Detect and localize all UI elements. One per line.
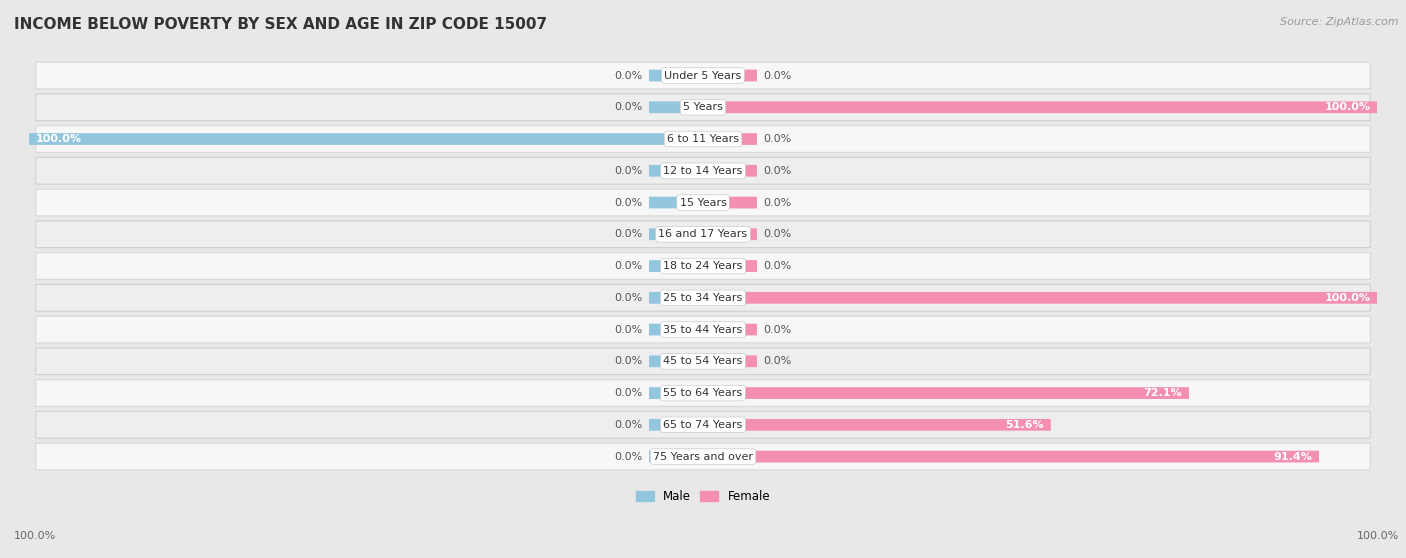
Text: 6 to 11 Years: 6 to 11 Years xyxy=(666,134,740,144)
FancyBboxPatch shape xyxy=(650,451,703,463)
FancyBboxPatch shape xyxy=(703,324,756,335)
FancyBboxPatch shape xyxy=(35,411,1371,438)
FancyBboxPatch shape xyxy=(703,133,756,145)
Text: 100.0%: 100.0% xyxy=(1324,293,1371,303)
FancyBboxPatch shape xyxy=(30,133,703,145)
Text: 0.0%: 0.0% xyxy=(614,325,643,335)
Text: 0.0%: 0.0% xyxy=(763,166,792,176)
Text: 55 to 64 Years: 55 to 64 Years xyxy=(664,388,742,398)
FancyBboxPatch shape xyxy=(703,70,756,81)
FancyBboxPatch shape xyxy=(650,196,703,208)
Text: Under 5 Years: Under 5 Years xyxy=(665,70,741,80)
Text: 100.0%: 100.0% xyxy=(1324,102,1371,112)
FancyBboxPatch shape xyxy=(703,419,1050,431)
FancyBboxPatch shape xyxy=(703,196,756,208)
FancyBboxPatch shape xyxy=(650,387,703,399)
FancyBboxPatch shape xyxy=(35,443,1371,470)
FancyBboxPatch shape xyxy=(35,380,1371,406)
FancyBboxPatch shape xyxy=(35,285,1371,311)
Text: 75 Years and over: 75 Years and over xyxy=(652,451,754,461)
Text: INCOME BELOW POVERTY BY SEX AND AGE IN ZIP CODE 15007: INCOME BELOW POVERTY BY SEX AND AGE IN Z… xyxy=(14,17,547,32)
FancyBboxPatch shape xyxy=(703,451,1319,463)
FancyBboxPatch shape xyxy=(650,260,703,272)
Text: 0.0%: 0.0% xyxy=(614,420,643,430)
Text: 65 to 74 Years: 65 to 74 Years xyxy=(664,420,742,430)
FancyBboxPatch shape xyxy=(650,165,703,177)
FancyBboxPatch shape xyxy=(650,324,703,335)
FancyBboxPatch shape xyxy=(703,228,756,240)
FancyBboxPatch shape xyxy=(35,316,1371,343)
Text: 0.0%: 0.0% xyxy=(614,261,643,271)
FancyBboxPatch shape xyxy=(650,228,703,240)
FancyBboxPatch shape xyxy=(703,355,756,367)
FancyBboxPatch shape xyxy=(703,387,1189,399)
FancyBboxPatch shape xyxy=(35,221,1371,248)
FancyBboxPatch shape xyxy=(650,70,703,81)
Text: 35 to 44 Years: 35 to 44 Years xyxy=(664,325,742,335)
Text: 12 to 14 Years: 12 to 14 Years xyxy=(664,166,742,176)
FancyBboxPatch shape xyxy=(35,348,1371,374)
FancyBboxPatch shape xyxy=(35,62,1371,89)
FancyBboxPatch shape xyxy=(650,419,703,431)
Text: 0.0%: 0.0% xyxy=(763,134,792,144)
Text: 16 and 17 Years: 16 and 17 Years xyxy=(658,229,748,239)
Text: Source: ZipAtlas.com: Source: ZipAtlas.com xyxy=(1281,17,1399,27)
Legend: Male, Female: Male, Female xyxy=(631,485,775,508)
FancyBboxPatch shape xyxy=(650,102,703,113)
Text: 100.0%: 100.0% xyxy=(14,531,56,541)
Text: 0.0%: 0.0% xyxy=(614,357,643,366)
Text: 91.4%: 91.4% xyxy=(1274,451,1312,461)
FancyBboxPatch shape xyxy=(703,292,1376,304)
FancyBboxPatch shape xyxy=(35,126,1371,152)
FancyBboxPatch shape xyxy=(35,253,1371,280)
Text: 0.0%: 0.0% xyxy=(614,102,643,112)
Text: 0.0%: 0.0% xyxy=(763,229,792,239)
Text: 0.0%: 0.0% xyxy=(763,70,792,80)
Text: 25 to 34 Years: 25 to 34 Years xyxy=(664,293,742,303)
FancyBboxPatch shape xyxy=(35,157,1371,184)
Text: 0.0%: 0.0% xyxy=(614,229,643,239)
Text: 0.0%: 0.0% xyxy=(614,70,643,80)
Text: 0.0%: 0.0% xyxy=(614,198,643,208)
Text: 0.0%: 0.0% xyxy=(763,325,792,335)
FancyBboxPatch shape xyxy=(35,189,1371,216)
FancyBboxPatch shape xyxy=(650,292,703,304)
FancyBboxPatch shape xyxy=(703,165,756,177)
Text: 51.6%: 51.6% xyxy=(1005,420,1045,430)
Text: 100.0%: 100.0% xyxy=(1357,531,1399,541)
Text: 0.0%: 0.0% xyxy=(614,166,643,176)
Text: 72.1%: 72.1% xyxy=(1143,388,1182,398)
FancyBboxPatch shape xyxy=(703,102,1376,113)
Text: 18 to 24 Years: 18 to 24 Years xyxy=(664,261,742,271)
Text: 0.0%: 0.0% xyxy=(614,451,643,461)
FancyBboxPatch shape xyxy=(650,355,703,367)
Text: 0.0%: 0.0% xyxy=(763,357,792,366)
Text: 5 Years: 5 Years xyxy=(683,102,723,112)
Text: 45 to 54 Years: 45 to 54 Years xyxy=(664,357,742,366)
Text: 0.0%: 0.0% xyxy=(763,261,792,271)
Text: 100.0%: 100.0% xyxy=(35,134,82,144)
Text: 15 Years: 15 Years xyxy=(679,198,727,208)
Text: 0.0%: 0.0% xyxy=(763,198,792,208)
Text: 0.0%: 0.0% xyxy=(614,293,643,303)
Text: 0.0%: 0.0% xyxy=(614,388,643,398)
FancyBboxPatch shape xyxy=(35,94,1371,121)
FancyBboxPatch shape xyxy=(703,260,756,272)
